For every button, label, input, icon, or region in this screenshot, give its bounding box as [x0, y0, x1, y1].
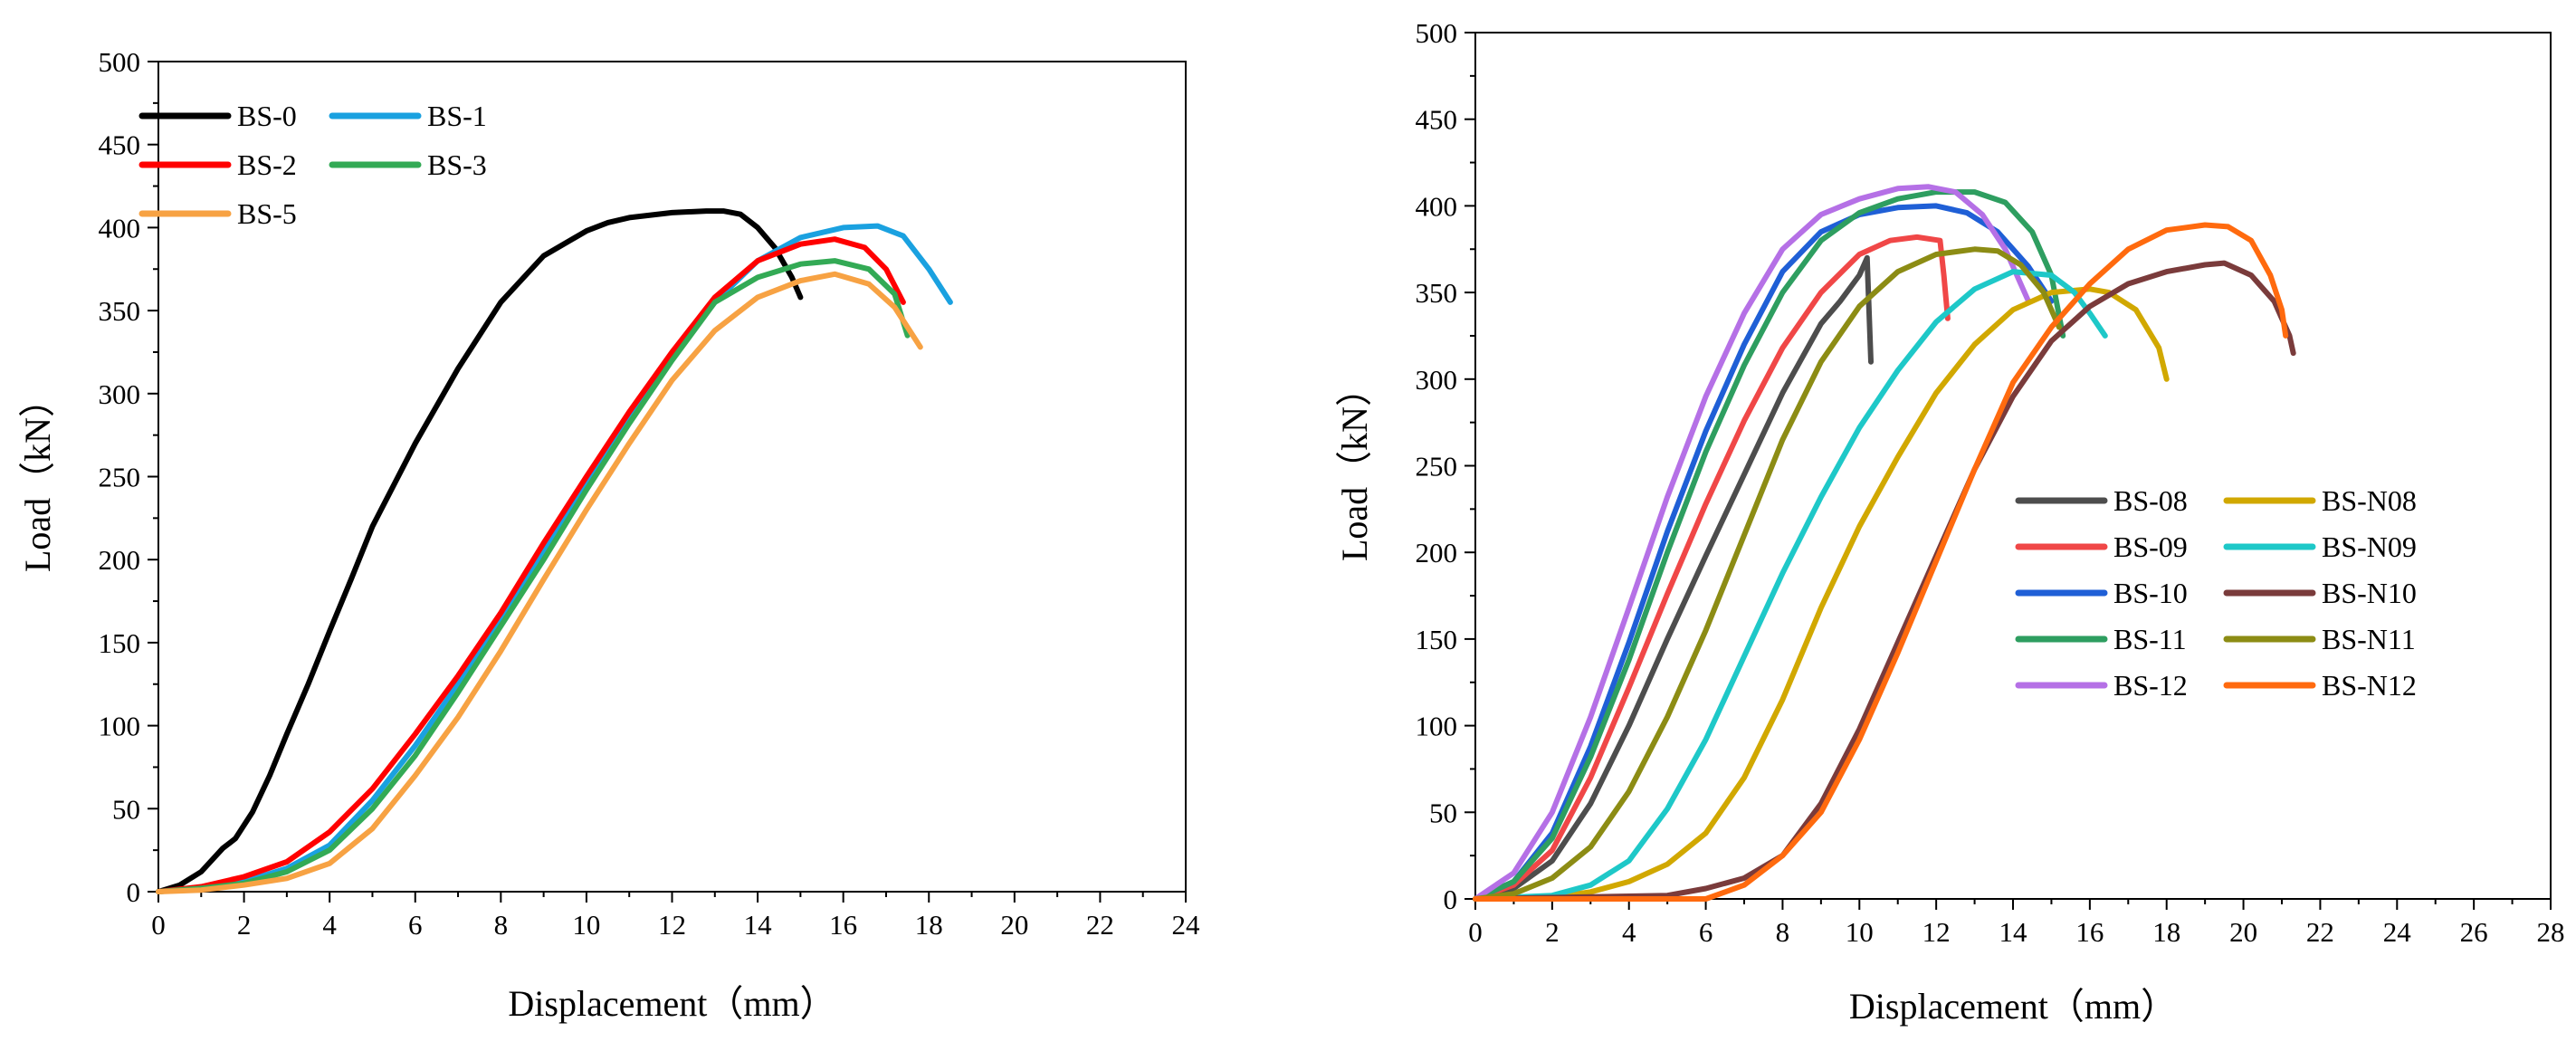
legend-label: BS-1 [427, 100, 487, 132]
legend-label: BS-09 [2113, 530, 2188, 563]
y-axis-title: Load（kN） [17, 381, 58, 572]
legend-label: BS-08 [2113, 484, 2188, 517]
x-tick-label: 18 [915, 909, 943, 941]
series-line-bs-2 [156, 236, 906, 894]
x-tick-label: 20 [2229, 916, 2257, 948]
series-line-bs-11 [1473, 189, 2066, 902]
x-tick-label: 10 [572, 909, 600, 941]
x-tick-label: 14 [744, 909, 773, 941]
legend-label: BS-3 [427, 148, 487, 181]
legend-label: BS-10 [2113, 577, 2188, 609]
series-line-bs-10 [1473, 203, 2055, 902]
x-tick-label: 0 [151, 909, 166, 941]
y-tick-label: 100 [99, 711, 141, 742]
x-tick-label: 0 [1468, 916, 1483, 948]
series-line-bs-3 [156, 258, 911, 894]
x-tick-label: 16 [2075, 916, 2104, 948]
plot-frame [1474, 32, 2552, 900]
x-tick-label: 18 [2152, 916, 2180, 948]
y-tick-label: 300 [1416, 364, 1458, 396]
legend-label: BS-N09 [2322, 530, 2417, 563]
x-axis-title: Displacement（mm） [508, 983, 835, 1024]
x-tick-label: 12 [658, 909, 686, 941]
legend-label: BS-0 [237, 100, 297, 132]
series-line-bs-12 [1473, 184, 2031, 902]
y-tick-label: 150 [99, 627, 141, 659]
legend-label: BS-2 [237, 148, 297, 181]
series-line-bs-0 [156, 208, 804, 894]
x-tick-label: 22 [2306, 916, 2334, 948]
series-line-bs-n08 [1473, 286, 2170, 902]
x-tick-label: 24 [2383, 916, 2412, 948]
x-tick-label: 26 [2460, 916, 2488, 948]
series-line-bs-5 [156, 271, 923, 894]
y-tick-label: 0 [1444, 884, 1458, 915]
series-line-bs-08 [1473, 254, 1874, 902]
x-tick-label: 20 [1000, 909, 1028, 941]
legend-label: BS-N08 [2322, 484, 2417, 517]
x-tick-label: 4 [1622, 916, 1636, 948]
x-tick-label: 10 [1846, 916, 1874, 948]
x-tick-label: 6 [408, 909, 423, 941]
x-tick-label: 2 [237, 909, 252, 941]
y-tick-label: 450 [99, 129, 141, 161]
x-tick-label: 12 [1922, 916, 1951, 948]
plot-frame [157, 61, 1187, 893]
series-line-bs-n10 [1473, 260, 2296, 902]
y-tick-label: 100 [1416, 711, 1458, 742]
x-tick-label: 16 [829, 909, 857, 941]
y-tick-label: 400 [1416, 190, 1458, 222]
series-line-bs-n11 [1473, 246, 2062, 902]
x-tick-label: 4 [322, 909, 337, 941]
y-tick-label: 50 [1429, 797, 1457, 828]
series-line-bs-n12 [1473, 222, 2289, 902]
legend-label: BS-N11 [2322, 623, 2416, 655]
y-tick-label: 0 [127, 876, 141, 908]
series-line-bs-1 [156, 223, 953, 894]
y-tick-label: 200 [1416, 537, 1458, 568]
x-tick-label: 22 [1086, 909, 1114, 941]
legend-label: BS-5 [237, 197, 297, 230]
x-tick-label: 8 [494, 909, 509, 941]
legend-label: BS-11 [2113, 623, 2187, 655]
y-axis-title: Load（kN） [1334, 370, 1375, 561]
chart-right: 0 2 4 6 8 10 12 14 16 18 20 22 24 26 28050100150200250… [1334, 17, 2565, 1027]
series-line-bs-09 [1473, 234, 1951, 902]
legend-label: BS-N12 [2322, 669, 2417, 702]
legend-label: BS-12 [2113, 669, 2188, 702]
chart-left: 0 2 4 6 8 10 12 14 16 18 20 22 240501001502002503003… [17, 46, 1200, 1024]
x-tick-label: 14 [1999, 916, 2028, 948]
y-tick-label: 450 [1416, 104, 1458, 136]
y-tick-label: 150 [1416, 624, 1458, 655]
x-tick-label: 2 [1545, 916, 1560, 948]
y-tick-label: 500 [99, 46, 141, 78]
x-tick-label: 8 [1776, 916, 1790, 948]
y-tick-label: 500 [1416, 17, 1458, 49]
y-tick-label: 350 [99, 295, 141, 327]
x-axis-title: Displacement（mm） [1849, 986, 2177, 1027]
y-tick-label: 350 [1416, 277, 1458, 309]
y-tick-label: 50 [112, 793, 140, 825]
x-tick-label: 24 [1172, 909, 1201, 941]
y-tick-label: 300 [99, 378, 141, 410]
series-line-bs-n09 [1473, 269, 2108, 902]
x-tick-label: 28 [2537, 916, 2565, 948]
y-tick-label: 250 [99, 462, 141, 493]
y-tick-label: 250 [1416, 451, 1458, 483]
x-tick-label: 6 [1699, 916, 1713, 948]
y-tick-label: 400 [99, 212, 141, 244]
y-tick-label: 200 [99, 544, 141, 576]
legend-label: BS-N10 [2322, 577, 2417, 609]
